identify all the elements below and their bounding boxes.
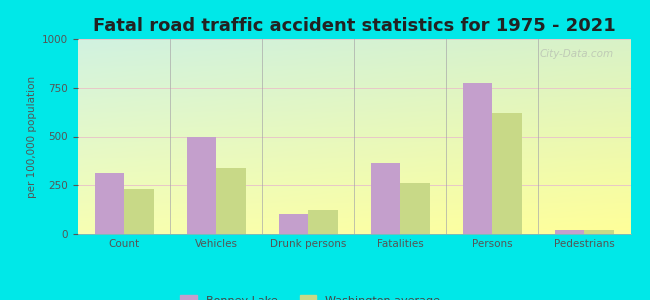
Bar (308, 210, 338, 234)
Bar (555, 230, 584, 234)
Bar (493, 113, 522, 234)
Bar (584, 230, 614, 234)
Bar (124, 189, 153, 234)
Title: Fatal road traffic accident statistics for 1975 - 2021: Fatal road traffic accident statistics f… (93, 17, 616, 35)
Bar (279, 214, 308, 234)
Legend: Bonney Lake, Washington average: Bonney Lake, Washington average (176, 291, 445, 300)
Bar (463, 83, 493, 234)
Bar (95, 172, 124, 234)
Bar (187, 137, 216, 234)
Bar (400, 183, 430, 234)
Bar (370, 163, 400, 234)
Text: City-Data.com: City-Data.com (540, 49, 614, 59)
Y-axis label: per 100,000 population: per 100,000 population (27, 75, 36, 198)
Bar (216, 168, 246, 234)
